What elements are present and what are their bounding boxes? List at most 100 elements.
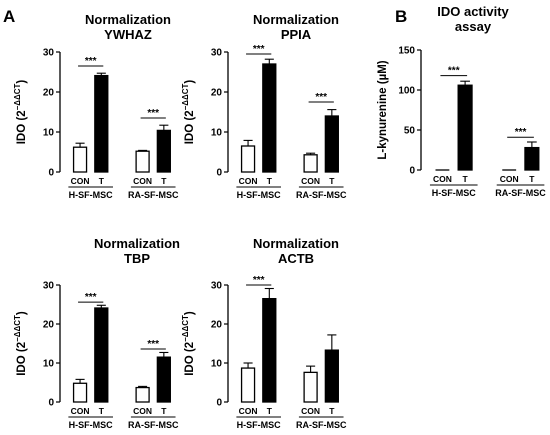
chart-title: Normalization: [85, 12, 171, 27]
y-tick-label: 30: [43, 48, 55, 59]
group-label: RA-SF-MSC: [296, 420, 347, 430]
y-tick-label: 10: [43, 359, 55, 370]
category-label: CON: [71, 406, 90, 416]
group-label: H-SF-MSC: [69, 190, 113, 200]
category-label: CON: [433, 174, 452, 184]
bar: [324, 115, 339, 173]
panel-letter-b: B: [395, 7, 407, 26]
bar: [303, 154, 318, 173]
bar: [135, 150, 150, 173]
y-tick-label: 100: [398, 86, 415, 97]
y-axis-label: L-kynurenine (µM): [377, 60, 389, 159]
y-tick-label: 0: [48, 168, 54, 179]
group-label: RA-SF-MSC: [495, 188, 546, 198]
y-tick-label: 20: [211, 320, 223, 331]
y-axis-label-base: IDO (2: [184, 110, 196, 144]
chart-title: IDO activity: [437, 4, 509, 19]
y-axis-label-exponent: −ΔΔCT: [181, 315, 190, 342]
y-tick-label: 20: [43, 320, 55, 331]
significance-label: ***: [253, 44, 265, 55]
bar: [457, 84, 473, 171]
y-tick-label: 0: [216, 398, 222, 409]
category-label: CON: [500, 174, 519, 184]
bar: [524, 146, 540, 171]
bar: [324, 349, 339, 403]
chart-title: Normalization: [253, 12, 339, 27]
bar: [240, 367, 256, 403]
bar: [94, 307, 109, 403]
y-axis-label-close: ): [16, 80, 28, 84]
category-label: T: [99, 176, 105, 186]
y-axis-label-exponent: −ΔΔCT: [13, 315, 22, 342]
bar: [156, 129, 171, 173]
significance-label: ***: [85, 56, 97, 67]
chart-title: YWHAZ: [104, 27, 152, 42]
chart-title: Normalization: [94, 236, 180, 251]
bar: [303, 371, 318, 403]
y-tick-label: 10: [211, 359, 223, 370]
group-label: H-SF-MSC: [69, 420, 113, 430]
bar: [156, 356, 171, 403]
category-label: T: [529, 174, 535, 184]
bar: [94, 74, 109, 173]
group-label: H-SF-MSC: [237, 190, 281, 200]
significance-label: ***: [253, 275, 265, 286]
y-tick-label: 10: [43, 128, 55, 139]
group-label: RA-SF-MSC: [128, 420, 179, 430]
category-label: CON: [301, 176, 320, 186]
significance-label: ***: [85, 292, 97, 303]
chart-title: ACTB: [278, 251, 314, 266]
y-axis-label-base: IDO (2: [16, 110, 28, 144]
chart-title: TBP: [124, 251, 150, 266]
category-label: CON: [133, 406, 152, 416]
y-axis-label: IDO (2−ΔΔCT): [181, 80, 196, 145]
significance-label: ***: [147, 108, 159, 119]
y-axis-label-exponent: −ΔΔCT: [13, 83, 22, 110]
category-label: CON: [133, 176, 152, 186]
y-axis-label: IDO (2−ΔΔCT): [181, 311, 196, 376]
bar: [72, 382, 88, 403]
bar: [262, 297, 277, 403]
y-axis-label-base: IDO (2: [184, 342, 196, 376]
category-label: T: [161, 176, 167, 186]
group-label: H-SF-MSC: [237, 420, 281, 430]
y-axis-label: IDO (2−ΔΔCT): [13, 80, 28, 145]
category-label: T: [99, 406, 105, 416]
y-axis-label: IDO (2−ΔΔCT): [13, 311, 28, 376]
group-label: RA-SF-MSC: [296, 190, 347, 200]
category-label: T: [267, 406, 273, 416]
significance-label: ***: [515, 127, 527, 138]
category-label: CON: [239, 176, 258, 186]
category-label: T: [462, 174, 468, 184]
chart-title: assay: [455, 19, 492, 34]
y-axis-label-close: ): [16, 311, 28, 315]
y-tick-label: 20: [211, 88, 223, 99]
y-tick-label: 30: [211, 281, 223, 292]
group-label: RA-SF-MSC: [128, 190, 179, 200]
category-label: CON: [239, 406, 258, 416]
bar: [135, 386, 150, 403]
panel-letter-a: A: [3, 7, 15, 26]
category-label: CON: [71, 176, 90, 186]
bar: [240, 145, 256, 173]
y-tick-label: 150: [398, 46, 415, 57]
y-axis-label-base: IDO (2: [16, 342, 28, 376]
y-tick-label: 10: [211, 128, 223, 139]
significance-label: ***: [315, 92, 327, 103]
significance-label: ***: [448, 66, 460, 77]
category-label: T: [161, 406, 167, 416]
category-label: T: [329, 176, 335, 186]
category-label: T: [329, 406, 335, 416]
chart-title: PPIA: [281, 27, 312, 42]
y-tick-label: 30: [211, 48, 223, 59]
y-tick-label: 50: [404, 126, 416, 137]
group-label: H-SF-MSC: [432, 188, 476, 198]
y-axis-label-close: ): [184, 80, 196, 84]
significance-label: ***: [147, 339, 159, 350]
